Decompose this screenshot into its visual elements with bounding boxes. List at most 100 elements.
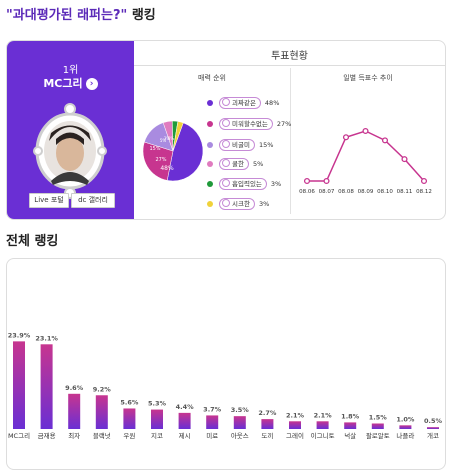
bar-value-label: 2.7% [258,409,277,417]
ranking-bar-chart: 23.9% MC그리 23.1% 금재용 9.6% 최자 9.2% 블랙넛 5.6% 우원 5.3%… [8,331,443,440]
legend-percent: 5% [252,160,264,168]
pie-label: 27% [155,157,166,163]
daily-trend-chart: 08.06 08.07 08.08 08.09 08.10 08.11 08.12 [299,127,432,195]
legend-label: 쿨한 [219,158,249,170]
trend-point [323,177,330,185]
pie-slice [172,121,184,152]
legend-label: 시크한 [219,198,255,210]
bar-category-label: 최자 [68,431,80,440]
bar-category-label: 미료 [206,431,218,440]
bar-value-label: 2.1% [286,411,305,419]
legend-dot-icon [207,181,213,187]
pie-label: 5% [160,138,167,143]
bar-category-label: 금재용 [38,432,56,440]
legend-label: 흡입력있는 [219,178,267,190]
legend-item: 비굴미 15% [207,139,273,151]
bar-category-label: 아웃스 [231,431,249,440]
trend-date-label: 08.07 [319,189,335,195]
bar-category-label: 지코 [151,431,163,440]
charm-pie-chart: 48% 27% 15% 5% 3% 3% [142,120,204,182]
ranking-title: 전체 랭킹 [6,234,59,249]
legend-percent: 3% [258,200,270,208]
bar-category-label: 넉살 [344,431,356,440]
page-title: "과대평가된 래퍼는?" 랭킹 [6,8,156,23]
trend-date-label: 08.09 [358,189,374,195]
vote-status-title: 투표현황 [271,51,308,62]
bar-value-label: 3.5% [231,406,250,414]
ranking-bar[interactable] [13,341,25,429]
bar-value-label: 23.9% [8,331,31,339]
bar-value-label: 5.6% [120,398,139,406]
winner-avatar [33,103,107,199]
ranking-bar[interactable] [344,422,357,429]
trend-point [342,134,350,141]
legend-item: 괴짜같은 48% [207,97,279,109]
trend-date-label: 08.08 [338,189,354,195]
dc-gallery-button[interactable]: dc 갤러리 [71,193,115,208]
ranking-bar[interactable] [427,427,439,429]
ranking-bar[interactable] [399,425,412,429]
winner-name-link[interactable]: MC그리 › [7,75,134,91]
bar-category-label: 나플라 [396,431,414,440]
bar-category-label: 개코 [427,431,439,440]
pie-label: 3% [164,136,171,141]
bar-value-label: 9.2% [93,385,112,393]
bar-category-label: 팔로알토 [366,431,390,440]
bar-category-label: 블랙넛 [93,431,111,440]
trend-date-label: 08.10 [377,189,393,195]
heart-icon [222,119,230,127]
ranking-bar[interactable] [68,393,81,429]
legend-dot-icon [207,121,213,127]
arrow-right-icon[interactable]: › [85,78,98,90]
heart-icon [222,98,230,106]
heart-icon [222,179,230,187]
bar-category-label: 제시 [179,432,191,440]
ranking-bar[interactable] [316,421,329,429]
bar-value-label: 5.3% [148,400,167,408]
legend-item: 시크한 3% [207,198,269,210]
bar-value-label: 9.6% [65,384,84,392]
heart-icon [222,159,230,167]
ranking-bar[interactable] [289,421,301,429]
bar-value-label: 1.8% [341,412,360,420]
ranking-bar[interactable] [40,344,53,429]
ranking-bar[interactable] [206,415,219,429]
heart-icon [222,199,230,207]
ranking-bar[interactable] [371,423,384,430]
winner-panel: 1위 MC그리 › Live 포털 dc 갤러리 [7,41,134,219]
divider [290,68,291,214]
ranking-bar[interactable] [261,419,274,429]
trend-point [420,177,428,185]
heart-icon [222,140,230,148]
ranking-bar[interactable] [95,395,108,429]
bar-value-label: 2.1% [314,411,333,419]
legend-item: 쿨한 5% [207,158,263,170]
legend-dot-icon [207,161,213,167]
bar-value-label: 3.7% [203,405,222,413]
bar-category-label: 도끼 [261,431,273,440]
legend-dot-icon [207,142,213,148]
legend-percent: 15% [258,141,274,149]
bar-value-label: 1.0% [396,415,415,423]
bar-value-label: 23.1% [35,334,58,342]
trend-point [381,137,389,144]
bar-value-label: 0.5% [424,417,443,425]
ranking-bar[interactable] [123,408,136,429]
pie-label: 3% [168,136,175,141]
pie-label: 15% [149,146,160,152]
ranking-bar[interactable] [151,409,163,429]
ranking-bar[interactable] [233,416,246,429]
trend-point [362,127,369,135]
legend-label: 괴짜같은 [219,97,261,109]
trend-date-label: 08.06 [299,189,315,195]
bar-value-label: 1.5% [369,414,388,422]
divider [134,65,445,66]
legend-item: 미워할수없는 27% [207,118,291,130]
bar-category-label: 그레이 [286,431,304,440]
ranking-bar[interactable] [178,412,191,429]
charm-rank-title: 매력 순위 [198,74,226,82]
trend-point [401,156,408,163]
winner-rank: 1위 [62,65,79,76]
legend-dot-icon [207,100,213,106]
live-portal-button[interactable]: Live 포털 [29,193,69,208]
